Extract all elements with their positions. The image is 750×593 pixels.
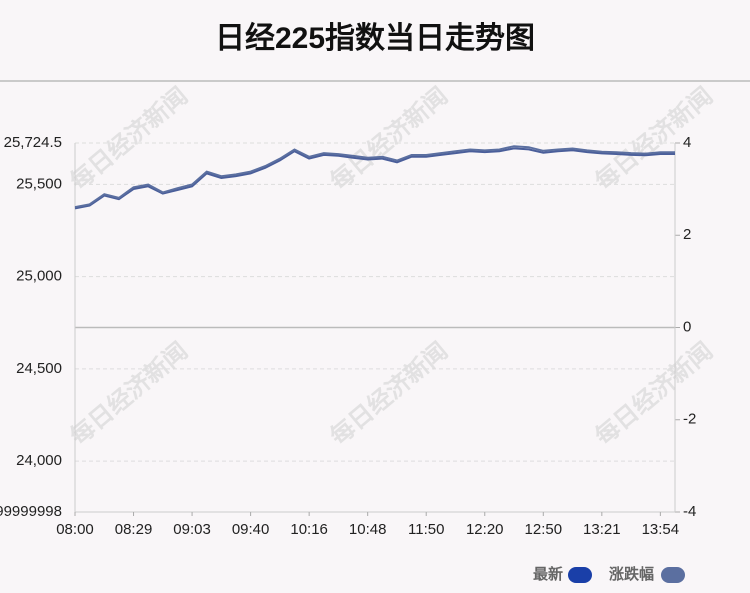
x-tick-label: 10:48 bbox=[349, 521, 387, 538]
y2-tick-label: 2 bbox=[683, 226, 691, 243]
x-tick-label: 08:29 bbox=[115, 521, 153, 538]
x-tick-label: 12:20 bbox=[466, 521, 504, 538]
y-tick-label: 25,500 bbox=[16, 175, 62, 192]
y-tick-label: 25,000 bbox=[16, 268, 62, 285]
y-tick-label: 24,500 bbox=[16, 360, 62, 377]
chart-title: 日经225指数当日走势图 bbox=[215, 21, 535, 55]
y-tick-label: 24,000 bbox=[16, 452, 62, 469]
line-series bbox=[74, 147, 675, 210]
y2-tick-label: 0 bbox=[683, 318, 691, 335]
legend-label: 最新 bbox=[533, 565, 563, 583]
y2-tick-label: 4 bbox=[683, 134, 691, 151]
x-tick-label: 13:54 bbox=[642, 521, 680, 538]
line-series bbox=[74, 145, 675, 209]
legend-swatch bbox=[568, 567, 592, 583]
y2-tick-label: -4 bbox=[683, 503, 696, 520]
x-tick-label: 08:00 bbox=[56, 521, 94, 538]
legend-swatch bbox=[661, 567, 685, 583]
x-tick-label: 10:16 bbox=[290, 521, 328, 538]
x-tick-label: 09:03 bbox=[173, 521, 211, 538]
x-tick-label: 13:21 bbox=[583, 521, 621, 538]
y-tick-label: 25,724.5 bbox=[4, 134, 62, 151]
x-tick-label: 11:50 bbox=[408, 521, 444, 538]
y2-tick-label: -2 bbox=[683, 411, 696, 428]
legend-label: 涨跌幅 bbox=[609, 565, 654, 583]
y-tick-label: 23,724.4999999998 bbox=[0, 503, 62, 520]
x-tick-label: 09:40 bbox=[232, 521, 270, 538]
x-tick-label: 12:50 bbox=[525, 521, 563, 538]
